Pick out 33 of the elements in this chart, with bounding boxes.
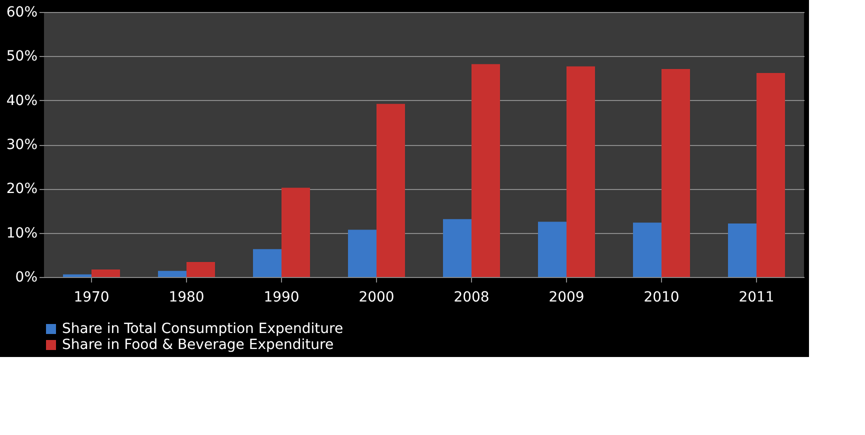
bar: [633, 222, 662, 277]
bar: [538, 222, 566, 277]
x-tick-label: 2011: [738, 290, 774, 306]
bar: [282, 188, 310, 277]
bar: [728, 224, 756, 277]
x-tick-label: 2000: [358, 290, 394, 306]
y-tick-label: 0%: [15, 270, 38, 286]
y-tick-label: 20%: [6, 181, 38, 198]
bar: [662, 68, 690, 277]
bar: [92, 269, 120, 277]
y-tick-label: 40%: [6, 92, 38, 109]
x-tick-label: 2010: [644, 290, 680, 306]
bar: [348, 230, 376, 277]
bar: [376, 104, 405, 277]
bar: [472, 64, 500, 277]
bar: [63, 274, 92, 277]
x-tick-label: 2009: [548, 290, 584, 306]
x-tick-label: 2008: [454, 290, 490, 306]
x-tick-label: 1970: [74, 290, 110, 306]
bar: [756, 72, 785, 277]
bar: [253, 249, 282, 277]
y-tick-label: 60%: [6, 4, 38, 20]
x-tick-label: 1980: [168, 290, 204, 306]
y-tick-label: 30%: [6, 137, 38, 153]
legend-label: Share in Food & Beverage Expenditure: [62, 337, 334, 353]
bar: [186, 262, 215, 277]
x-tick-label: 1990: [264, 290, 300, 306]
bar: [443, 219, 472, 277]
legend-label: Share in Total Consumption Expenditure: [62, 321, 344, 337]
bar: [566, 66, 595, 277]
bar: [158, 270, 186, 277]
y-tick-label: 50%: [6, 48, 38, 65]
y-tick-label: 10%: [6, 225, 38, 242]
